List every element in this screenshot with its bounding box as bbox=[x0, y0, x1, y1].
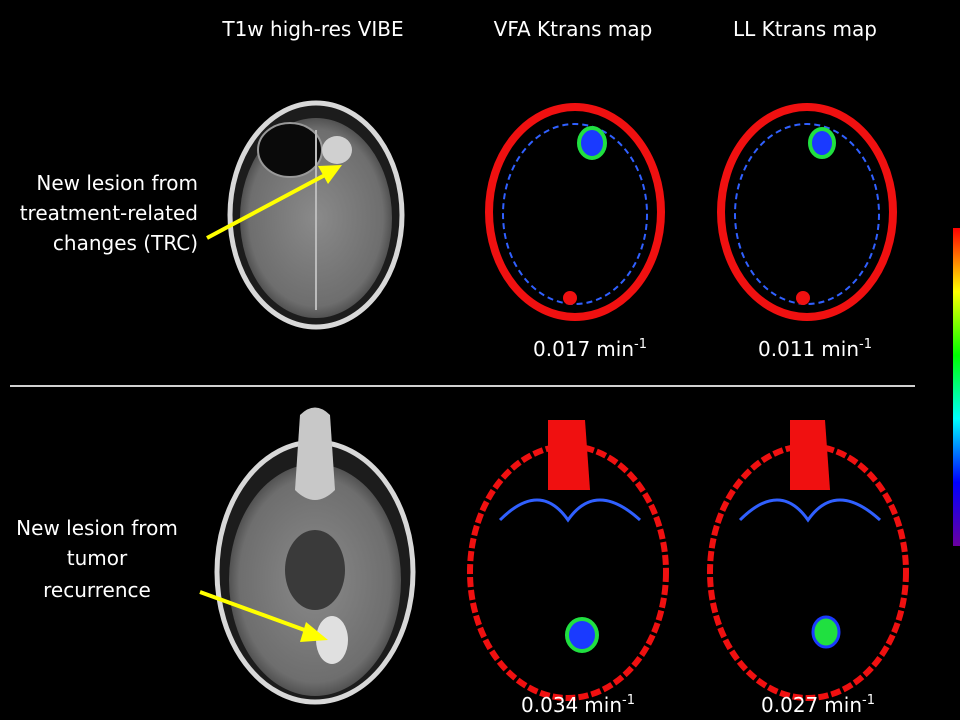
annotation: recurrence bbox=[43, 578, 151, 602]
t1-image bbox=[227, 100, 405, 330]
column-header: LL Ktrans map bbox=[733, 17, 877, 41]
annotation: changes (TRC) bbox=[53, 231, 198, 255]
t1-image bbox=[214, 407, 416, 705]
annotation: tumor bbox=[67, 546, 128, 570]
annotation: treatment-related bbox=[20, 201, 198, 225]
annotation: New lesion from bbox=[36, 171, 198, 195]
ll-map bbox=[717, 103, 897, 321]
colorbar bbox=[953, 228, 960, 546]
ktrans-value: 0.017 min-1 bbox=[533, 337, 647, 361]
vfa-map bbox=[485, 103, 665, 321]
ktrans-value: 0.011 min-1 bbox=[758, 337, 872, 361]
ktrans-value: 0.034 min-1 bbox=[521, 693, 635, 717]
vfa-map bbox=[467, 420, 669, 701]
column-header: VFA Ktrans map bbox=[494, 17, 653, 41]
arrow bbox=[199, 590, 328, 642]
annotation: New lesion from bbox=[16, 516, 178, 540]
ktrans-value: 0.027 min-1 bbox=[761, 693, 875, 717]
ll-map bbox=[707, 420, 909, 701]
column-header: T1w high-res VIBE bbox=[221, 17, 403, 41]
arrow bbox=[206, 165, 342, 240]
